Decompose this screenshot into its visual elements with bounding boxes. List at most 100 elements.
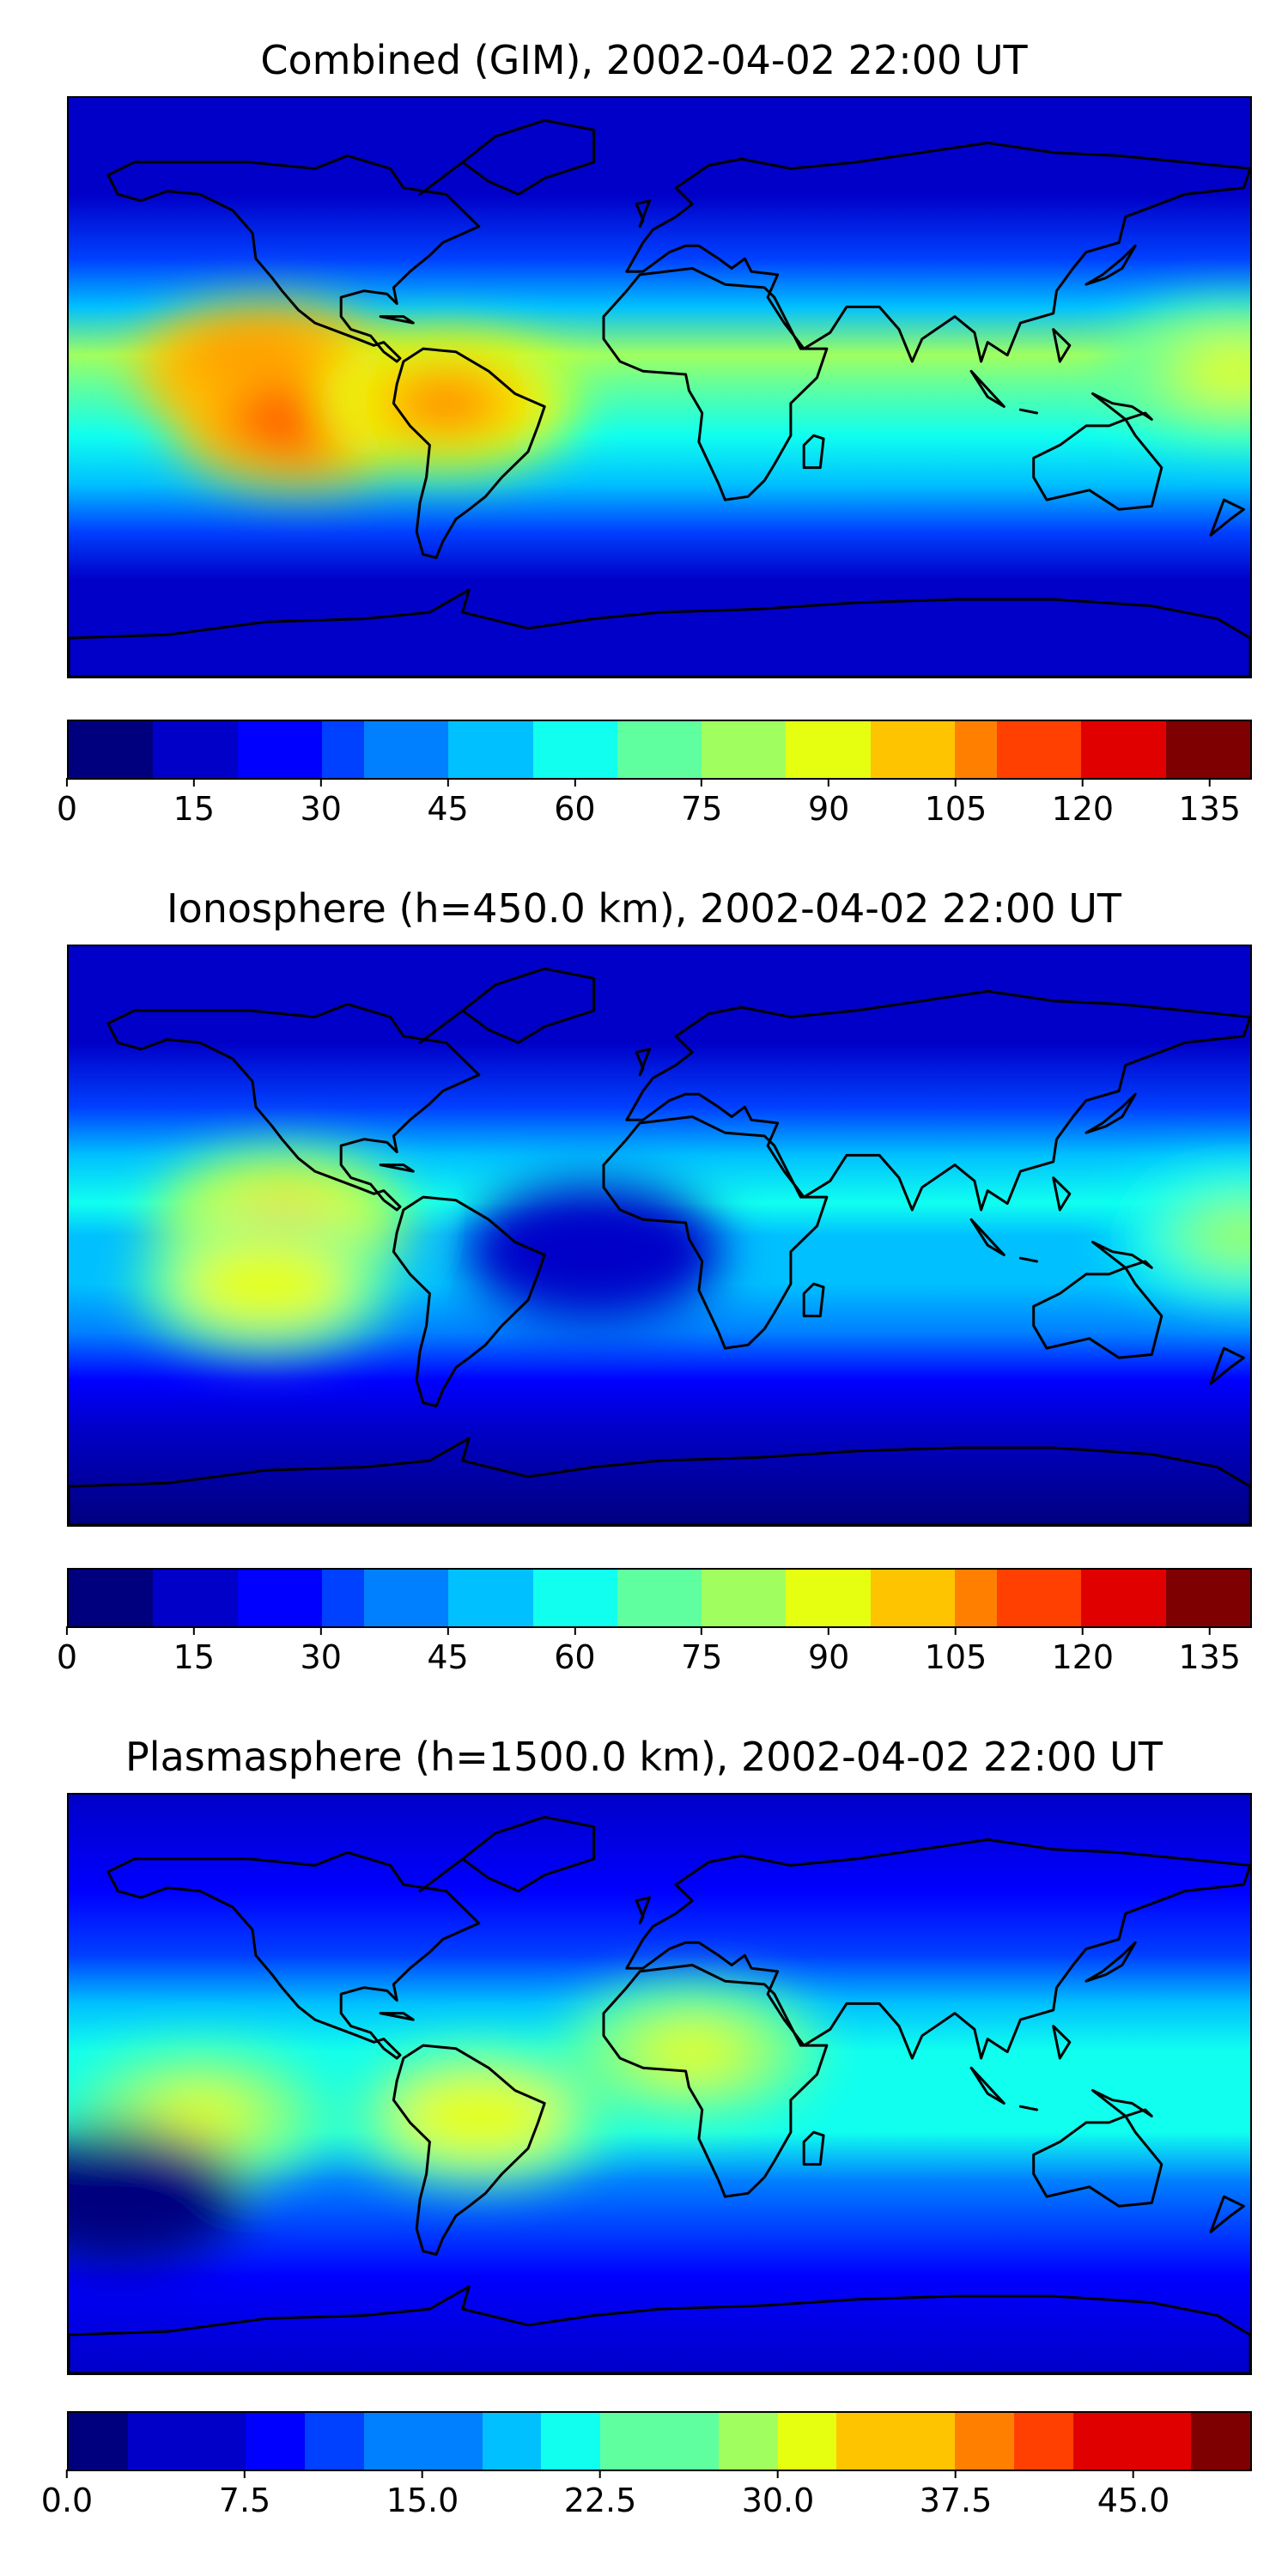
tick-mark — [954, 2470, 957, 2478]
tick-label: 60 — [554, 790, 596, 828]
colorbar-cell — [321, 1570, 364, 1626]
colorbar-cell — [659, 1570, 702, 1626]
colorbar-tick: 135 — [1178, 778, 1241, 828]
colorbar-cell — [828, 721, 871, 778]
coastlines — [69, 1815, 1250, 2373]
tick-label: 22.5 — [563, 2482, 637, 2519]
colorbar-cell — [448, 1570, 491, 1626]
panel-title-ionosphere: Ionosphere (h=450.0 km), 2002-04-02 22:0… — [167, 885, 1121, 932]
tick-mark — [447, 1626, 449, 1635]
tick-mark — [1208, 778, 1211, 787]
tick-label: 0 — [56, 790, 78, 828]
colorbar-cell — [1191, 2413, 1250, 2470]
colorbar-cell — [574, 1570, 617, 1626]
colorbar-cell — [279, 1570, 322, 1626]
colorbar-tick: 75 — [681, 778, 722, 828]
colorbar-cell — [490, 1570, 533, 1626]
field-west-pacific-high — [1198, 1212, 1250, 1260]
colorbar-plasmasphere — [67, 2411, 1252, 2471]
colorbar-cell — [954, 1570, 998, 1626]
colorbar-tick: 60 — [554, 1626, 596, 1676]
tick-mark — [66, 1626, 68, 1635]
colorbar-cell — [997, 721, 1040, 778]
colorbar-tick: 30.0 — [742, 2470, 814, 2519]
tick-mark — [66, 778, 68, 787]
coastlines — [69, 967, 1250, 1525]
colorbar-cell — [1039, 721, 1082, 778]
field-pacific-peak — [155, 2092, 246, 2141]
colorbar-cell — [305, 2413, 364, 2470]
colorbar-cell — [997, 1570, 1040, 1626]
tick-mark — [1132, 2470, 1134, 2478]
colorbar-cell — [153, 1570, 196, 1626]
colorbar-tick: 30 — [301, 1626, 342, 1676]
tick-label: 0.0 — [40, 2482, 94, 2519]
tick-label: 60 — [554, 1638, 596, 1676]
colorbar-tick: 120 — [1051, 1626, 1115, 1676]
colorbar-cell — [744, 721, 787, 778]
tick-label: 15 — [173, 790, 216, 828]
colorbar-cell — [69, 1570, 112, 1626]
colorbar-tick: 135 — [1178, 1626, 1241, 1676]
tick-mark — [421, 2470, 423, 2478]
tick-label: 120 — [1051, 1638, 1115, 1676]
colorbar-tick: 0.0 — [41, 2470, 93, 2519]
tick-mark — [828, 1626, 830, 1635]
tick-label: 105 — [924, 1638, 987, 1676]
tick-label: 30 — [300, 790, 342, 828]
colorbar-tick: 90 — [808, 1626, 849, 1676]
colorbar-cell — [954, 2413, 1014, 2470]
colorbar-cell — [111, 1570, 154, 1626]
panel-title-plasmasphere: Plasmasphere (h=1500.0 km), 2002-04-02 2… — [125, 1734, 1163, 1780]
colorbar-ticks-combined: 0 15 30 45 60 75 90 105 120 135 — [57, 778, 1252, 829]
colorbar-tick: 22.5 — [563, 2470, 637, 2519]
colorbar-cell — [532, 1570, 575, 1626]
colorbar-cell — [153, 721, 196, 778]
colorbar-cell — [617, 1570, 659, 1626]
colorbar-cell — [195, 721, 238, 778]
colorbar-cell — [111, 721, 154, 778]
colorbar-cell — [482, 2413, 542, 2470]
tick-label: 90 — [807, 1638, 850, 1676]
colorbar-cell — [786, 1570, 829, 1626]
colorbar-cell — [836, 2413, 896, 2470]
colorbar-cell — [1039, 1570, 1082, 1626]
tick-label: 75 — [681, 1638, 723, 1676]
tick-label: 105 — [924, 790, 987, 828]
tick-mark — [574, 1626, 576, 1635]
tick-label: 0 — [56, 1638, 78, 1676]
colorbar-cell — [1207, 1570, 1250, 1626]
map-combined — [67, 96, 1252, 678]
colorbar-cell — [195, 1570, 238, 1626]
field-brazil-peak — [434, 2092, 525, 2141]
colorbar-cell — [744, 1570, 787, 1626]
colorbar-cell — [574, 721, 617, 778]
tick-mark — [701, 1626, 703, 1635]
tick-label: 15 — [173, 1638, 216, 1676]
colorbar-cell — [702, 1570, 744, 1626]
colorbar-tick: 0 — [57, 778, 77, 828]
colorbar-cell — [237, 1570, 280, 1626]
colorbar-cell — [363, 1570, 407, 1626]
colorbar-cell — [870, 721, 913, 778]
tick-mark — [192, 778, 195, 787]
colorbar-tick: 15.0 — [386, 2470, 459, 2519]
colorbar-tick: 15 — [173, 778, 215, 828]
colorbar-cell — [1072, 2413, 1133, 2470]
tick-label: 15.0 — [386, 2482, 459, 2519]
colorbar-cell — [541, 2413, 601, 2470]
map-plasmasphere — [67, 1793, 1252, 2375]
colorbar-cell — [363, 2413, 423, 2470]
colorbar-cell — [870, 1570, 913, 1626]
colorbar-tick: 75 — [681, 1626, 722, 1676]
colorbar-tick: 30 — [301, 778, 342, 828]
colorbar-cell — [422, 2413, 483, 2470]
tick-mark — [955, 778, 957, 787]
field-west-pacific-high — [1188, 347, 1250, 396]
colorbar-cell — [406, 721, 449, 778]
tick-mark — [1081, 1626, 1084, 1635]
colorbar-cell — [1123, 1570, 1166, 1626]
tick-mark — [828, 778, 830, 787]
tick-label: 45.0 — [1097, 2482, 1170, 2519]
colorbar-cell — [1081, 1570, 1124, 1626]
